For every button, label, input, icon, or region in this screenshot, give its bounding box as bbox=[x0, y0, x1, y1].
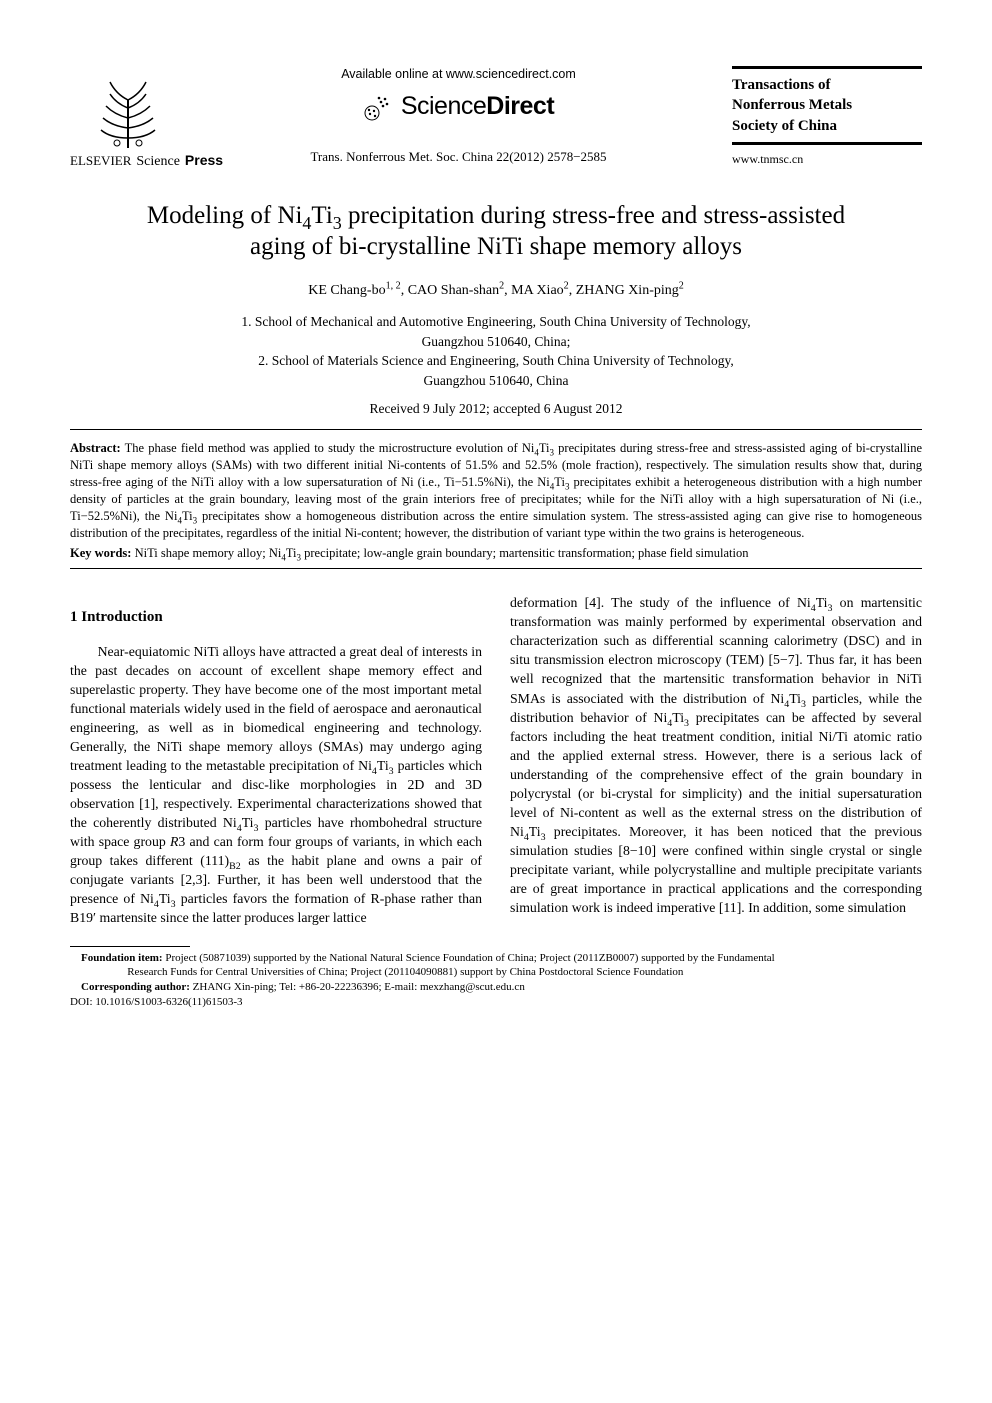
elsevier-logo-block: ELSEVIER Science Press bbox=[70, 60, 185, 172]
foundation-label: Foundation item: bbox=[81, 952, 163, 964]
journal-url: www.tnmsc.cn bbox=[732, 151, 922, 168]
rule-bottom bbox=[70, 568, 922, 569]
doi-line: DOI: 10.1016/S1003-6326(11)61503-3 bbox=[70, 995, 922, 1010]
sciencedirect-icon bbox=[363, 92, 393, 122]
keywords-label: Key words: bbox=[70, 546, 131, 560]
affiliations: 1. School of Mechanical and Automotive E… bbox=[70, 312, 922, 390]
sd-direct: Direct bbox=[486, 92, 554, 120]
elsevier-tree-icon bbox=[98, 80, 158, 148]
sd-science: Science bbox=[401, 92, 486, 120]
footer-separator bbox=[70, 946, 190, 947]
abstract-text: The phase field method was applied to st… bbox=[70, 441, 922, 539]
citation-line: Trans. Nonferrous Met. Soc. China 22(201… bbox=[205, 148, 712, 166]
elsevier-text: ELSEVIER bbox=[70, 152, 131, 170]
header-center: Available online at www.sciencedirect.co… bbox=[205, 66, 712, 167]
foundation-text: Project (50871039) supported by the Nati… bbox=[163, 952, 775, 964]
foundation-cont: Research Funds for Central Universities … bbox=[70, 965, 922, 980]
left-column-text: Near-equiatomic NiTi alloys have attract… bbox=[70, 642, 482, 927]
foundation-line: Foundation item: Project (50871039) supp… bbox=[70, 951, 922, 966]
body-columns: 1 Introduction Near-equiatomic NiTi allo… bbox=[70, 593, 922, 927]
keywords-text: NiTi shape memory alloy; Ni4Ti3 precipit… bbox=[131, 546, 748, 560]
received-dates: Received 9 July 2012; accepted 6 August … bbox=[70, 400, 922, 419]
section-1-heading: 1 Introduction bbox=[70, 607, 482, 628]
corresponding-text: ZHANG Xin-ping; Tel: +86-20-22236396; E-… bbox=[190, 981, 525, 993]
authors-line: KE Chang-bo1, 2, CAO Shan-shan2, MA Xiao… bbox=[70, 281, 922, 301]
abstract-label: Abstract: bbox=[70, 441, 121, 455]
science-text: Science bbox=[136, 152, 180, 172]
article-title: Modeling of Ni4Ti3 precipitation during … bbox=[130, 200, 862, 263]
header-row: ELSEVIER Science Press Available online … bbox=[70, 60, 922, 172]
right-column: deformation [4]. The study of the influe… bbox=[510, 593, 922, 927]
journal-title-2: Nonferrous Metals bbox=[732, 95, 922, 115]
sciencedirect-logo: ScienceDirect bbox=[363, 89, 554, 124]
keywords-block: Key words: NiTi shape memory alloy; Ni4T… bbox=[70, 545, 922, 562]
journal-title-block: Transactions of Nonferrous Metals Societ… bbox=[732, 64, 922, 168]
available-online-text: Available online at www.sciencedirect.co… bbox=[205, 66, 712, 84]
journal-title-3: Society of China bbox=[732, 116, 922, 136]
journal-title-1: Transactions of bbox=[732, 75, 922, 95]
abstract-block: Abstract: The phase field method was app… bbox=[70, 440, 922, 541]
right-column-text: deformation [4]. The study of the influe… bbox=[510, 593, 922, 917]
corresponding-line: Corresponding author: ZHANG Xin-ping; Te… bbox=[70, 980, 922, 995]
left-column: 1 Introduction Near-equiatomic NiTi allo… bbox=[70, 593, 482, 927]
corresponding-label: Corresponding author: bbox=[81, 981, 190, 993]
rule-top bbox=[70, 429, 922, 430]
footer-block: Foundation item: Project (50871039) supp… bbox=[70, 951, 922, 1010]
